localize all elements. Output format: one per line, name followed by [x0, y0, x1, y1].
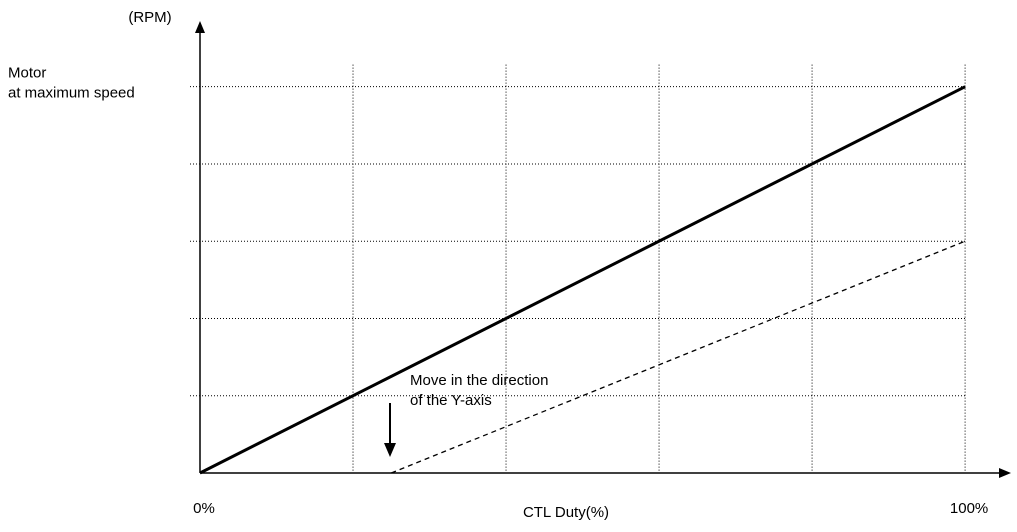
annotation-arrowhead: [384, 443, 396, 457]
x-tick-label: 100%: [950, 500, 988, 517]
y-axis-label: (RPM): [128, 9, 171, 26]
line: [391, 240, 966, 474]
line: [199, 85, 966, 475]
annotation: Move in the direction: [410, 372, 548, 389]
annotation: of the Y-axis: [410, 392, 492, 409]
y-axis-arrow: [195, 21, 205, 33]
x-tick-label: 0%: [193, 500, 215, 517]
x-axis-label: CTL Duty(%): [523, 504, 609, 521]
y-tick-label: at maximum speed: [8, 85, 135, 102]
x-axis-arrow: [999, 468, 1011, 478]
y-tick-label: Motor: [8, 65, 46, 82]
